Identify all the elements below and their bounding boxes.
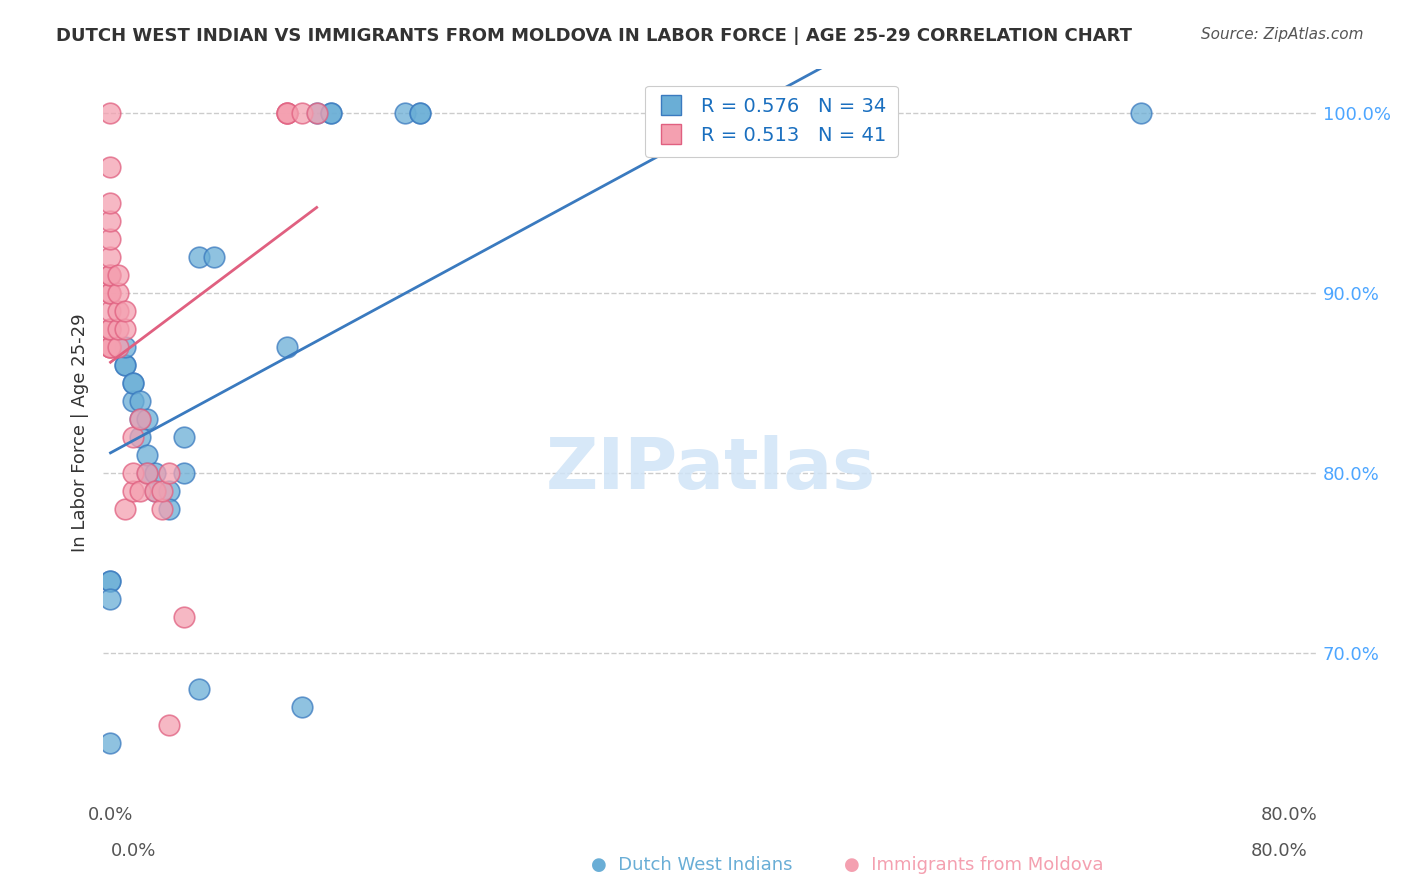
- Point: [173, 467, 195, 481]
- Point: [276, 106, 298, 120]
- Point: [129, 412, 152, 426]
- Point: [321, 106, 343, 120]
- Point: [409, 106, 432, 120]
- Point: [129, 394, 152, 409]
- Y-axis label: In Labor Force | Age 25-29: In Labor Force | Age 25-29: [72, 313, 89, 552]
- Point: [114, 359, 136, 373]
- Point: [276, 106, 298, 120]
- Point: [173, 610, 195, 624]
- Point: [173, 430, 195, 444]
- Point: [187, 682, 209, 697]
- Point: [107, 286, 129, 301]
- Text: 80.0%: 80.0%: [1251, 842, 1308, 860]
- Point: [1130, 106, 1153, 120]
- Point: [100, 340, 122, 354]
- Point: [136, 467, 159, 481]
- Point: [291, 700, 314, 714]
- Point: [157, 467, 180, 481]
- Point: [100, 592, 122, 607]
- Point: [409, 106, 432, 120]
- Point: [107, 268, 129, 283]
- Point: [136, 412, 159, 426]
- Point: [107, 340, 129, 354]
- Point: [100, 286, 122, 301]
- Point: [121, 394, 143, 409]
- Legend: R = 0.576   N = 34, R = 0.513   N = 41: R = 0.576 N = 34, R = 0.513 N = 41: [645, 86, 898, 157]
- Point: [100, 251, 122, 265]
- Point: [187, 251, 209, 265]
- Text: ZIPatlas: ZIPatlas: [546, 434, 876, 504]
- Point: [100, 340, 122, 354]
- Point: [321, 106, 343, 120]
- Point: [291, 106, 314, 120]
- Point: [100, 268, 122, 283]
- Point: [100, 106, 122, 120]
- Point: [121, 376, 143, 391]
- Point: [157, 484, 180, 499]
- Point: [129, 412, 152, 426]
- Point: [121, 376, 143, 391]
- Point: [202, 251, 225, 265]
- Point: [114, 322, 136, 336]
- Text: 0.0%: 0.0%: [87, 806, 134, 824]
- Point: [114, 304, 136, 318]
- Point: [276, 340, 298, 354]
- Text: ●  Dutch West Indians: ● Dutch West Indians: [591, 855, 792, 873]
- Point: [107, 322, 129, 336]
- Point: [150, 502, 173, 516]
- Text: Source: ZipAtlas.com: Source: ZipAtlas.com: [1201, 27, 1364, 42]
- Point: [100, 322, 122, 336]
- Point: [100, 196, 122, 211]
- Text: 0.0%: 0.0%: [111, 842, 156, 860]
- Point: [305, 106, 328, 120]
- Point: [107, 304, 129, 318]
- Point: [276, 106, 298, 120]
- Point: [129, 430, 152, 444]
- Point: [121, 467, 143, 481]
- Point: [100, 268, 122, 283]
- Point: [114, 502, 136, 516]
- Point: [114, 359, 136, 373]
- Text: DUTCH WEST INDIAN VS IMMIGRANTS FROM MOLDOVA IN LABOR FORCE | AGE 25-29 CORRELAT: DUTCH WEST INDIAN VS IMMIGRANTS FROM MOL…: [56, 27, 1132, 45]
- Point: [100, 322, 122, 336]
- Point: [305, 106, 328, 120]
- Point: [121, 430, 143, 444]
- Point: [100, 736, 122, 750]
- Text: 80.0%: 80.0%: [1260, 806, 1317, 824]
- Point: [121, 484, 143, 499]
- Point: [100, 232, 122, 246]
- Point: [143, 484, 166, 499]
- Point: [157, 718, 180, 732]
- Point: [100, 304, 122, 318]
- Point: [114, 340, 136, 354]
- Point: [100, 574, 122, 589]
- Point: [129, 484, 152, 499]
- Text: ●  Immigrants from Moldova: ● Immigrants from Moldova: [844, 855, 1104, 873]
- Point: [100, 161, 122, 175]
- Point: [150, 484, 173, 499]
- Point: [394, 106, 416, 120]
- Point: [100, 286, 122, 301]
- Point: [100, 340, 122, 354]
- Point: [143, 467, 166, 481]
- Point: [157, 502, 180, 516]
- Point: [100, 574, 122, 589]
- Point: [143, 484, 166, 499]
- Point: [100, 214, 122, 228]
- Point: [136, 467, 159, 481]
- Point: [136, 448, 159, 462]
